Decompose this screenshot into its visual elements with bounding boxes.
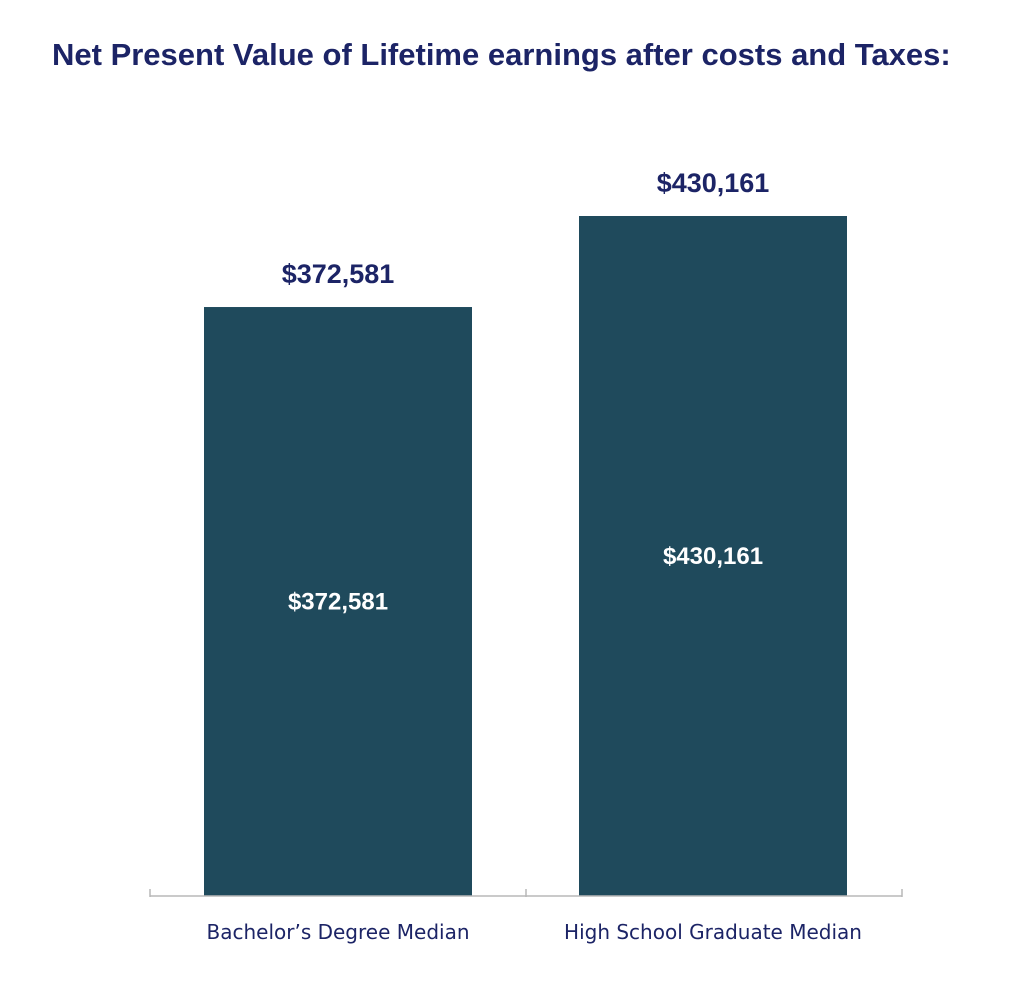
bar-2 — [579, 216, 847, 896]
category-label-2: High School Graduate Median — [564, 920, 862, 944]
bar-1 — [204, 307, 472, 896]
chart-title: Net Present Value of Lifetime earnings a… — [52, 37, 951, 72]
bars-layer — [204, 216, 847, 896]
category-label-1: Bachelor’s Degree Median — [207, 920, 470, 944]
labels-layer: $372,581 $372,581 Bachelor’s Degree Median… — [207, 168, 862, 944]
bar-inner-value-label-1: $372,581 — [288, 589, 388, 616]
bar-value-label-2: $430,161 — [657, 168, 770, 198]
x-axis — [149, 889, 903, 897]
bar-value-label-1: $372,581 — [282, 259, 395, 289]
bar-inner-value-label-2: $430,161 — [663, 543, 763, 570]
